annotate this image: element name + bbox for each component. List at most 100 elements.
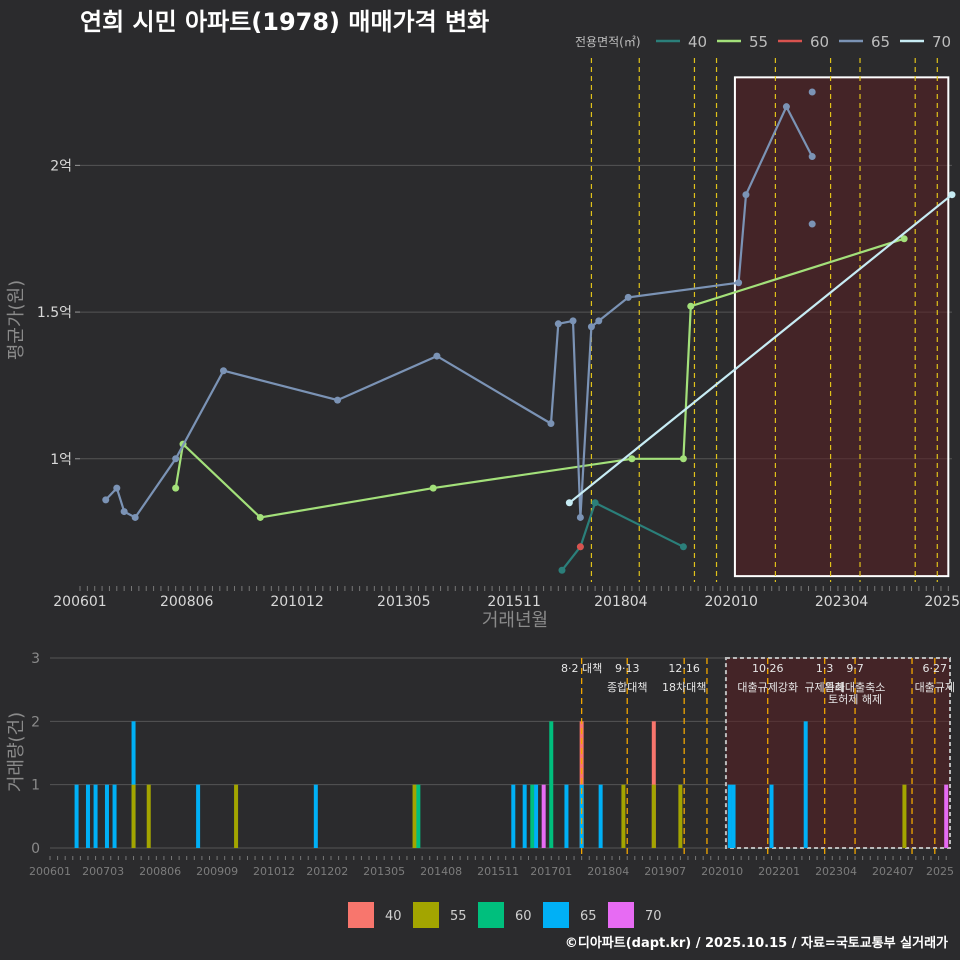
highlight-rect: [733, 76, 950, 578]
y-tick-label: 2억: [50, 158, 72, 174]
annotation-date: 8·2 대책: [561, 662, 602, 675]
volume-x-tick-label: 201012: [253, 865, 295, 878]
x-tick-label: 201804: [594, 594, 648, 610]
data-point-65: [808, 220, 816, 228]
volume-legend-key-65: [543, 902, 569, 928]
volume-bar-65: [313, 784, 318, 848]
data-point-65: [735, 279, 743, 287]
series-line-40: [561, 501, 684, 571]
series-line-70: [568, 193, 953, 504]
volume-x-tick-label: 201907: [644, 865, 686, 878]
price-legend: 전용면적(㎡) 40 55 60 65 70: [575, 33, 951, 51]
volume-bar-65: [731, 784, 736, 848]
data-point-65: [102, 496, 110, 504]
volume-bar-65: [93, 784, 98, 848]
x-tick-label: 200601: [53, 594, 106, 610]
legend-title: 전용면적(㎡): [575, 35, 641, 49]
volume-legend: 40 55 60 65 70: [348, 902, 662, 928]
series-line-55: [174, 237, 905, 519]
data-point-55: [172, 484, 180, 492]
chart-title: 연희 시민 아파트(1978) 매매가격 변화: [80, 8, 489, 36]
volume-bar-70: [944, 784, 949, 848]
legend-label-65: 65: [871, 33, 890, 51]
legend-label-60: 60: [810, 33, 829, 51]
annotation-date: 9·7: [846, 662, 864, 675]
volume-plot: 8·2 대책 9·13 종합대책 12·16 18차대책 10·26 대출규제강화 1·3 규제…: [6, 651, 955, 928]
annotation-text: 대출규제: [915, 681, 955, 694]
volume-bar-65: [564, 784, 569, 848]
volume-bar-55: [621, 784, 626, 848]
annotation-date: 10·26: [752, 662, 784, 675]
footer-credit: ©디아파트(dapt.kr) / 2025.10.15 / 자료=국토교통부 실…: [565, 935, 948, 951]
data-point-55: [429, 484, 437, 492]
data-point-70: [565, 499, 573, 507]
volume-x-tick-label: 201305: [363, 865, 405, 878]
volume-bar-65: [598, 784, 603, 848]
volume-bar-65: [85, 784, 90, 848]
volume-bar-55: [651, 784, 656, 848]
volume-bars: [74, 721, 949, 848]
data-point-55: [679, 455, 687, 463]
volume-bar-40: [579, 721, 584, 848]
policy-lines: [590, 58, 938, 582]
data-point-65: [782, 103, 790, 111]
volume-bar-65: [522, 784, 527, 848]
volume-x-tick-label: 200601: [29, 865, 71, 878]
data-point-65: [595, 317, 603, 325]
data-point-65: [334, 396, 342, 404]
annotation-text: 대출규제강화: [737, 681, 798, 694]
data-point-40: [591, 499, 599, 507]
volume-legend-label-40: 40: [385, 909, 402, 924]
data-point-65: [569, 317, 577, 325]
price-y-ticks: 1억 1.5억 2억: [37, 158, 80, 468]
volume-bar-65: [112, 784, 117, 848]
annotation-text: 18차대책: [662, 681, 706, 694]
volume-bar-65: [131, 721, 136, 848]
volume-y-tick-label: 3: [31, 651, 40, 667]
legend-label-55: 55: [749, 33, 768, 51]
annotation-date: 9·13: [615, 662, 640, 675]
volume-bar-65: [74, 784, 79, 848]
data-point-60: [576, 543, 584, 551]
data-point-55: [628, 455, 636, 463]
volume-bar-65: [511, 784, 516, 848]
volume-y-ticks: 0 1 2 3: [31, 651, 40, 857]
data-point-65: [554, 320, 562, 328]
data-point-65: [624, 293, 632, 301]
annotation-text: 토허제 해제: [828, 692, 882, 706]
volume-bar-55: [146, 784, 151, 848]
volume-bar-65: [579, 784, 584, 848]
volume-x-tick-label: 202201: [758, 865, 800, 878]
annotation-date: 12·16: [668, 662, 700, 675]
data-point-65: [576, 513, 584, 521]
data-point-65: [547, 420, 555, 428]
volume-bar-60: [549, 721, 554, 848]
x-tick-label: 201012: [270, 594, 323, 610]
volume-bar-55: [234, 784, 239, 848]
legend-label-70: 70: [932, 33, 951, 51]
annotation-date: 6·27: [923, 662, 948, 675]
data-point-65: [113, 484, 121, 492]
volume-legend-key-55: [413, 902, 439, 928]
legend-label-40: 40: [688, 33, 707, 51]
policy-annotations: 8·2 대책 9·13 종합대책 12·16 18차대책 10·26 대출규제강화 1·3 규제…: [561, 662, 955, 706]
volume-bar-65: [727, 784, 732, 848]
volume-bar-55: [678, 784, 683, 848]
volume-policy-lines: [580, 658, 936, 856]
volume-y-tick-label: 2: [31, 714, 40, 730]
volume-bar-65: [104, 784, 109, 848]
volume-legend-label-65: 65: [580, 909, 597, 924]
price-x-axis-title: 거래년월: [482, 610, 548, 631]
data-point-65: [120, 508, 128, 516]
annotation-text: 규제완화: [804, 681, 844, 694]
data-point-65: [433, 352, 441, 360]
volume-legend-label-55: 55: [450, 909, 467, 924]
annotation-text: 특례대출축소: [825, 681, 886, 694]
annotation-date: 1·3: [816, 662, 834, 675]
x-tick-label: 202010: [705, 594, 758, 610]
volume-x-tick-label: 2025: [926, 865, 954, 878]
x-tick-label: 201511: [487, 594, 540, 610]
volume-y-tick-label: 0: [31, 841, 40, 857]
